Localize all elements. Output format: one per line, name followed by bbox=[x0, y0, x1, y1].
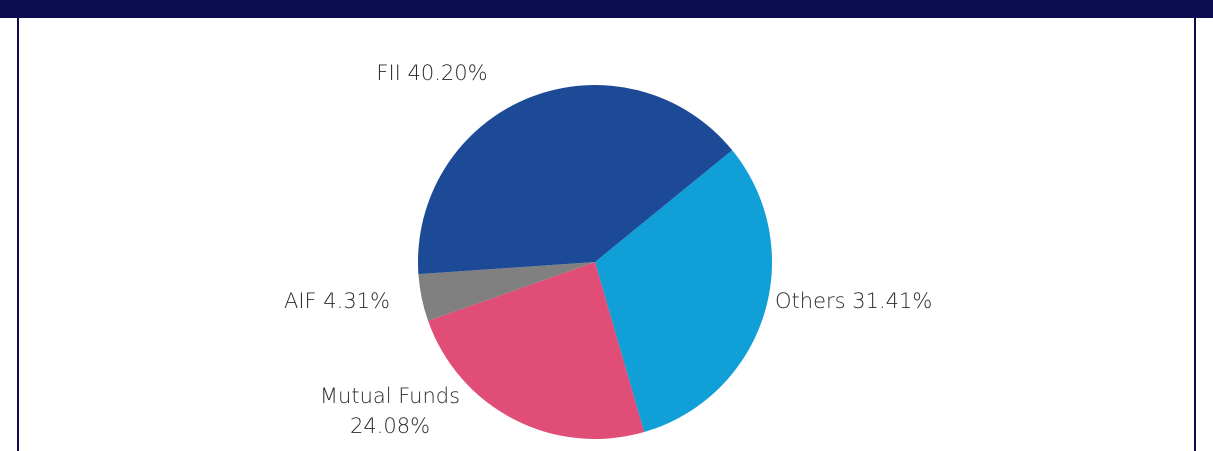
pie-slice bbox=[418, 262, 595, 321]
slice-category: FII bbox=[376, 61, 400, 85]
slice-category: Others bbox=[775, 289, 846, 313]
pie-slice bbox=[595, 150, 772, 433]
pie-slice bbox=[428, 262, 645, 440]
slice-label: Others 31.41% bbox=[775, 289, 932, 313]
slice-value: 40.20% bbox=[408, 61, 488, 85]
slice-value: 24.08% bbox=[350, 414, 430, 438]
slice-value: 4.31% bbox=[323, 289, 390, 313]
left-border bbox=[17, 18, 19, 451]
slice-label: AIF 4.31% bbox=[284, 289, 390, 313]
slice-category: Mutual Funds bbox=[320, 384, 460, 408]
pie-slice bbox=[418, 85, 733, 275]
slice-value: 31.41% bbox=[852, 289, 932, 313]
slice-category: AIF bbox=[284, 289, 317, 313]
slice-label: Mutual Funds 24.08% bbox=[320, 384, 460, 438]
right-border bbox=[1194, 18, 1196, 451]
slice-label: FII 40.20% bbox=[376, 61, 487, 85]
header-band bbox=[0, 0, 1213, 18]
